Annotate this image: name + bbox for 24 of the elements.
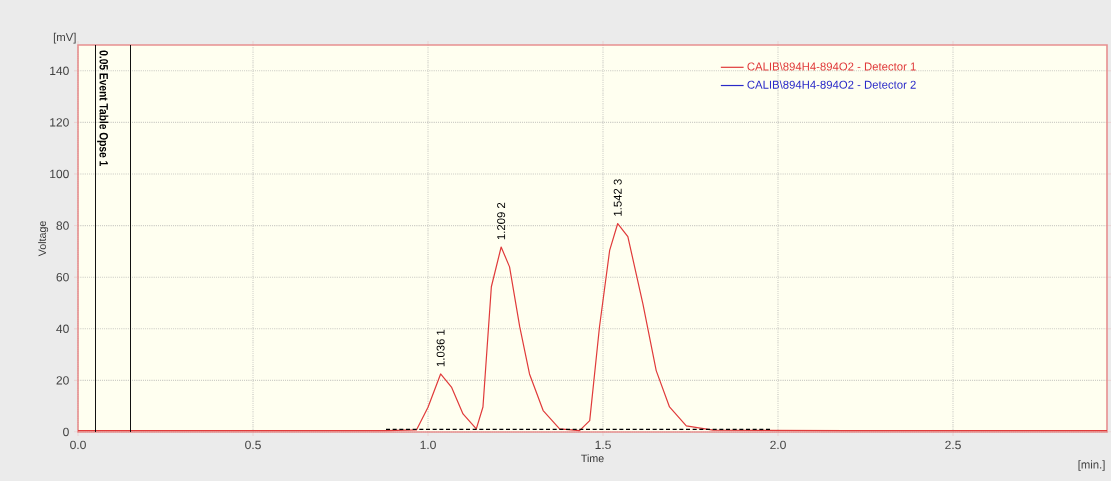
y-tick-label: 0 [63, 427, 69, 437]
x-tick-label: 2.0 [770, 440, 786, 450]
y-tick-label: 140 [50, 66, 69, 76]
x-tick-label: 2.5 [945, 440, 961, 450]
y-tick-label: 60 [56, 272, 69, 282]
y-tick-label: 40 [56, 324, 69, 334]
ref-line-label: 0.05 Event Table Opse 1 [97, 50, 109, 166]
x-axis-title: Time [581, 454, 604, 463]
y-tick-label: 100 [50, 169, 69, 179]
y-tick-label: 120 [50, 118, 69, 127]
text: [mV] [53, 32, 76, 44]
y-tick-label: 80 [56, 221, 69, 230]
x-tick-label: 1.5 [595, 440, 611, 450]
annotation: 1.036 1 [436, 329, 445, 367]
y-axis-title: Voltage [38, 221, 49, 257]
x-tick-label: 0.5 [245, 440, 261, 450]
x-tick-label: 1.0 [420, 440, 436, 450]
x-tick-label: 0.0 [70, 440, 86, 450]
annotation: 1.209 2 [497, 202, 506, 240]
legend-label: CALIB\894H4-894O2 - Detector 1 [747, 62, 916, 71]
y-tick-label: 20 [56, 376, 69, 385]
text: [min.] [1078, 460, 1105, 471]
legend-label: CALIB\894H4-894O2 - Detector 2 [747, 80, 916, 89]
annotation: 1.542 3 [613, 179, 622, 216]
